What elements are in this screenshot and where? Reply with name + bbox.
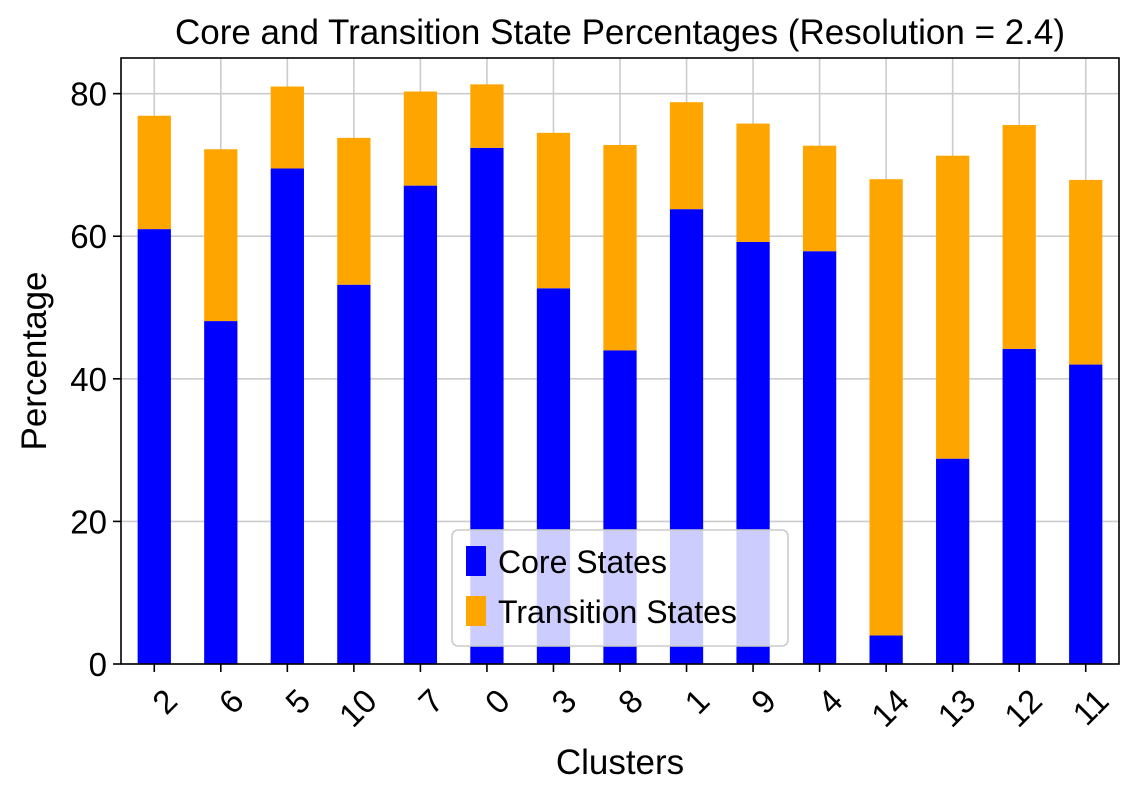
bar-core-states-cluster-14	[869, 635, 903, 664]
bar-transition-states-cluster-10	[337, 137, 371, 285]
x-axis-label: Clusters	[556, 743, 684, 782]
legend: Core States Transition States	[451, 529, 789, 647]
y-tick-label: 20	[70, 503, 107, 540]
bar-transition-states-cluster-8	[603, 144, 637, 351]
x-tick-label: 14	[864, 682, 916, 734]
bar-transition-states-cluster-6	[204, 149, 238, 322]
legend-box	[451, 529, 789, 647]
x-tick-label: 0	[478, 682, 517, 721]
x-tick-label: 12	[997, 682, 1049, 734]
x-tick-label: 1	[677, 682, 716, 721]
bar-transition-states-cluster-13	[936, 155, 970, 459]
bar-core-states-cluster-10	[337, 284, 371, 664]
x-tick-label: 6	[212, 682, 251, 721]
bar-core-states-cluster-13	[936, 458, 970, 664]
bar-core-states-cluster-7	[403, 185, 438, 665]
x-tick-label: 11	[1065, 682, 1115, 732]
bar-transition-states-cluster-7	[403, 91, 438, 186]
bar-core-states-cluster-6	[204, 321, 238, 664]
bar-core-states-cluster-5	[270, 168, 304, 664]
bar-transition-states-cluster-12	[1002, 125, 1036, 349]
bar-transition-states-cluster-3	[536, 132, 571, 289]
x-tick-label: 3	[544, 682, 583, 721]
x-tick-label: 5	[278, 682, 317, 721]
bar-core-states-cluster-12	[1002, 348, 1036, 664]
bar-transition-states-cluster-11	[1069, 179, 1103, 365]
x-tick-label: 9	[744, 682, 783, 721]
x-tick-label: 13	[930, 682, 982, 734]
x-tick-label: 10	[332, 682, 384, 734]
bar-core-states-cluster-11	[1069, 364, 1103, 664]
bar-core-states-cluster-2	[137, 229, 171, 664]
y-tick-label: 80	[70, 76, 107, 113]
bar-transition-states-cluster-14	[869, 179, 903, 636]
legend-label-core-states: Core States	[498, 544, 667, 580]
bar-transition-states-cluster-4	[802, 145, 837, 252]
bar-transition-states-cluster-0	[470, 84, 504, 148]
chart-title: Core and Transition State Percentages (R…	[175, 13, 1065, 52]
x-tick-label: 2	[145, 682, 184, 721]
bars	[137, 84, 1103, 665]
x-tick-label: 4	[810, 682, 849, 721]
y-axis-label: Percentage	[15, 271, 54, 450]
bar-transition-states-cluster-5	[270, 86, 304, 169]
y-tick-label: 60	[70, 218, 107, 255]
bar-core-states-cluster-4	[802, 251, 837, 664]
bar-transition-states-cluster-2	[137, 115, 171, 230]
y-tick-label: 0	[89, 646, 107, 683]
y-tick-label: 40	[70, 361, 107, 398]
legend-swatch-core-states	[466, 546, 486, 576]
x-tick-label: 8	[611, 682, 650, 721]
legend-label-transition-states: Transition States	[498, 594, 737, 630]
bar-transition-states-cluster-9	[736, 123, 770, 242]
x-tick-label: 7	[411, 682, 450, 721]
legend-swatch-transition-states	[466, 596, 486, 626]
bar-transition-states-cluster-1	[669, 102, 704, 210]
